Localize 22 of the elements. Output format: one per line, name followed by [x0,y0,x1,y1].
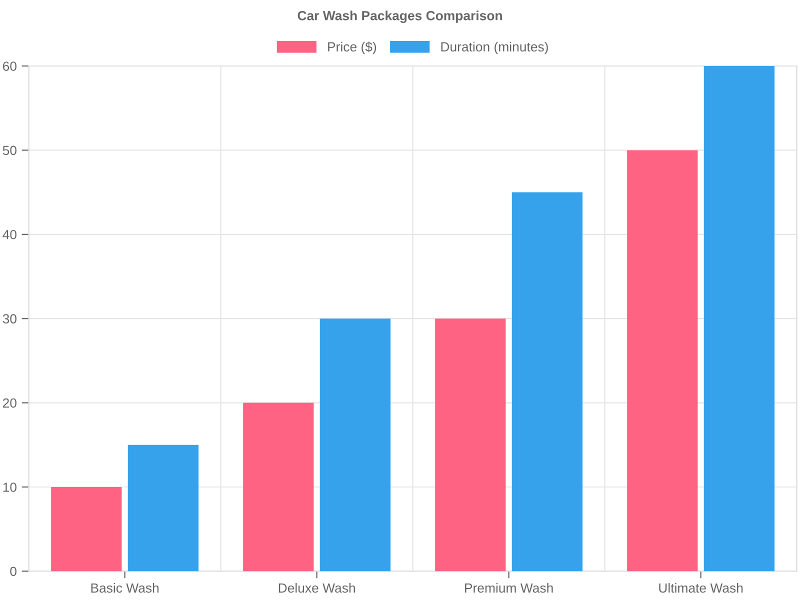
y-tick-label: 50 [2,146,16,156]
x-tick-label: Basic Wash [91,583,159,593]
bar [320,318,391,572]
y-tick-label: 0 [10,566,16,576]
bar [704,66,775,572]
chart-title: Car Wash Packages Comparison [298,10,502,23]
y-tick-label: 60 [2,62,16,71]
bar [243,402,314,572]
bar [128,444,199,572]
legend-label: Price ($) [328,42,376,54]
bar [51,487,122,572]
y-tick-label: 10 [3,482,16,492]
bar [435,318,506,572]
bar [512,192,583,572]
x-tick-label: Premium Wash [465,583,553,593]
x-tick-label: Ultimate Wash [659,583,743,593]
legend-label: Duration (minutes) [441,42,548,54]
x-tick-label: Deluxe Wash [278,583,355,593]
y-tick-label: 30 [2,314,16,324]
y-tick-label: 40 [2,230,16,240]
bar [627,150,698,572]
y-tick-label: 20 [2,398,16,408]
